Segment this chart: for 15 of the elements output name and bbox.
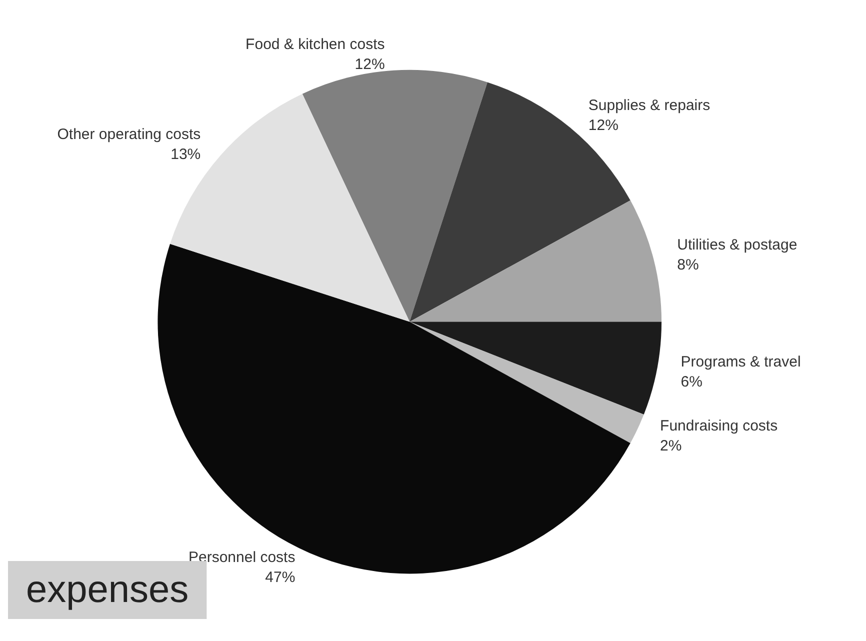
data-label: 13% xyxy=(170,146,201,164)
slice-label: Supplies & repairs xyxy=(588,96,710,114)
data-label: 12% xyxy=(588,116,618,134)
data-label: 6% xyxy=(680,373,702,390)
slice-label: Programs & travel xyxy=(680,353,801,370)
data-label: 2% xyxy=(660,437,682,454)
slice-label: Food & kitchen costs xyxy=(246,36,385,53)
data-label: 8% xyxy=(677,256,699,274)
slice-label: Other operating costs xyxy=(57,126,201,144)
slice-label: Fundraising costs xyxy=(660,417,778,434)
data-label: 12% xyxy=(354,56,385,73)
data-label: 47% xyxy=(265,569,296,586)
text: expenses xyxy=(26,569,189,611)
slice-label: Personnel costs xyxy=(188,549,296,566)
slice-label: Utilities & postage xyxy=(677,236,798,254)
